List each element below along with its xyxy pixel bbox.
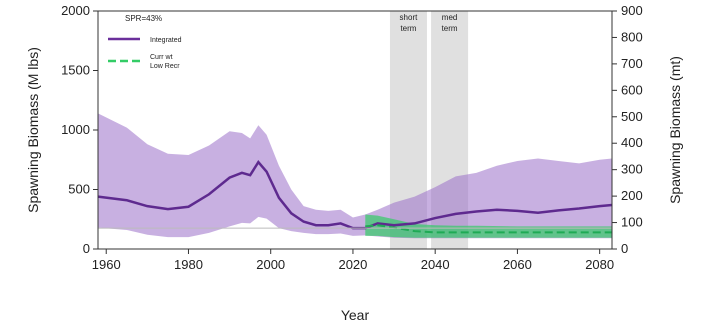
x-tick-label: 2000 (256, 257, 285, 272)
y-right-tick-label: 900 (621, 3, 643, 18)
x-tick-label: 1980 (174, 257, 203, 272)
y-left-tick-label: 1500 (61, 63, 90, 78)
y-axis-left-title: Spawning Biomass (M lbs) (25, 47, 41, 213)
y-left-tick-label: 0 (83, 241, 90, 256)
y-right-tick-label: 800 (621, 29, 643, 44)
x-tick-label: 2020 (338, 257, 367, 272)
y-left-tick-label: 1000 (61, 122, 90, 137)
y-axis-right-title: Spawning Biomass (mt) (667, 56, 683, 204)
series-median-line-1 (365, 224, 612, 234)
y-right-tick-label: 500 (621, 109, 643, 124)
axes-layer: 1960 1980 2000 2020 2040 2060 2080050010001500… (61, 3, 643, 272)
y-right-tick-label: 700 (621, 56, 643, 71)
legend-label-1-line1: Curr wt (150, 54, 173, 61)
legend-label-1-line2: Low Recr (150, 63, 180, 70)
period-label-1-line1: med (442, 13, 458, 22)
x-tick-label: 2080 (585, 257, 614, 272)
spr-annotation: SPR=43% (125, 14, 162, 23)
series-interval-0 (98, 113, 612, 239)
series-median-line-0 (97, 160, 613, 230)
y-right-tick-label: 300 (621, 162, 643, 177)
x-tick-label: 2060 (503, 257, 532, 272)
y-right-tick-label: 100 (621, 215, 643, 230)
legend: Integrated Curr wt Low Recr (108, 37, 182, 70)
period-label-0-line2: term (400, 24, 416, 33)
period-label-0-line1: short (400, 13, 419, 22)
y-right-tick-label: 600 (621, 82, 643, 97)
y-left-tick-label: 2000 (61, 3, 90, 18)
y-right-tick-label: 0 (621, 241, 628, 256)
series-layer (97, 113, 613, 239)
y-right-tick-label: 400 (621, 135, 643, 150)
y-right-tick-label: 200 (621, 188, 643, 203)
x-tick-label: 2040 (421, 257, 450, 272)
legend-label-0: Integrated (150, 37, 182, 44)
x-tick-label: 1960 (92, 257, 121, 272)
x-axis-title: Year (341, 307, 370, 323)
y-left-tick-label: 500 (68, 182, 90, 197)
period-label-1-line2: term (442, 24, 458, 33)
